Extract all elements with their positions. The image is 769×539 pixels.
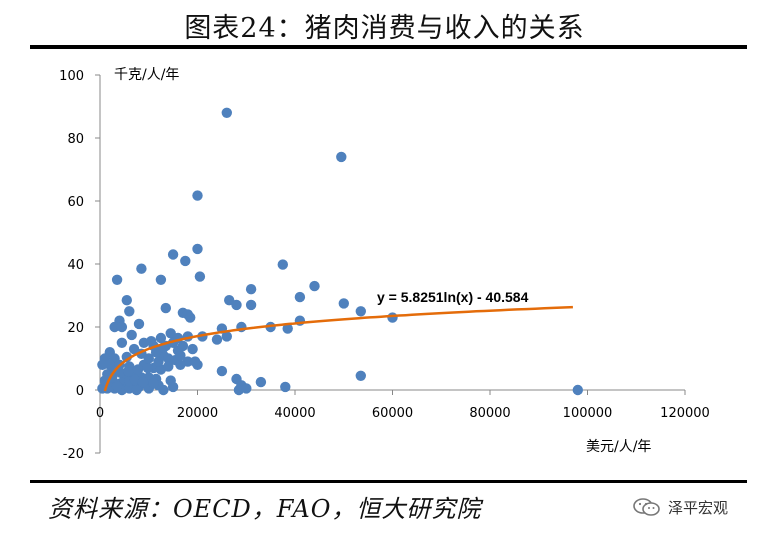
data-point (309, 280, 320, 292)
data-point (189, 356, 201, 367)
data-point (126, 329, 137, 341)
x-tick-label: 100000 (563, 406, 613, 421)
y-axis-label: 千克/人/年 (114, 67, 179, 83)
data-point (387, 312, 398, 323)
data-point (175, 350, 186, 361)
data-point (336, 151, 347, 163)
wechat-icon (633, 498, 660, 516)
data-point (131, 384, 142, 396)
data-point (338, 298, 349, 309)
data-point (280, 381, 291, 393)
y-tick-label: 100 (59, 69, 84, 84)
x-axis-label: 美元/人/年 (586, 439, 651, 455)
data-point (163, 361, 174, 372)
data-point (211, 334, 223, 345)
y-tick-label: 0 (76, 384, 84, 399)
data-point (194, 271, 206, 282)
y-tick-label: -20 (63, 447, 84, 462)
data-point (158, 384, 169, 396)
data-point (148, 378, 159, 389)
data-point (124, 306, 135, 317)
data-point (294, 291, 306, 303)
data-point (572, 384, 583, 396)
data-point (221, 107, 232, 119)
data-point (355, 306, 366, 317)
data-points (97, 107, 583, 396)
y-tick-label: 60 (67, 195, 84, 210)
data-point (167, 381, 179, 393)
data-point (255, 376, 267, 388)
data-point (116, 337, 128, 348)
x-tick-label: 60000 (372, 406, 413, 421)
trendline-equation: y = 5.8251ln(x) - 40.584 (377, 289, 529, 305)
data-point (282, 323, 293, 334)
data-point (177, 340, 189, 352)
x-tick-label: 40000 (274, 406, 315, 421)
data-point (277, 259, 288, 270)
data-point (155, 274, 167, 285)
data-point (133, 318, 145, 330)
data-point (245, 284, 257, 295)
data-point (137, 376, 149, 388)
data-point (180, 255, 191, 267)
data-point (192, 243, 203, 255)
data-point (115, 367, 126, 378)
data-point (155, 332, 167, 344)
data-point (192, 190, 203, 201)
data-point (142, 362, 153, 374)
x-tick-label: 80000 (469, 406, 510, 421)
data-point (160, 302, 171, 314)
data-point (111, 274, 123, 285)
data-point (109, 321, 120, 333)
data-point (116, 321, 128, 333)
axes: -20 0 20 40 60 80 100 0 20000 40000 60000 80000 1000… (59, 69, 710, 462)
source-note: 资料来源：OECD，FAO，恒大研究院 (48, 495, 482, 523)
page-title: 图表24：猪肉消费与收入的关系 (184, 13, 585, 44)
bottom-divider (30, 480, 747, 483)
data-point (129, 374, 141, 386)
data-point (132, 364, 144, 375)
data-point (167, 249, 179, 260)
data-point (185, 312, 196, 323)
data-point (121, 295, 132, 306)
data-point (97, 359, 108, 370)
data-point (136, 263, 147, 274)
watermark: 泽平宏观 (632, 496, 728, 518)
data-point (216, 365, 228, 377)
data-point (153, 356, 164, 367)
x-tick-label: 0 (96, 406, 104, 421)
watermark-text: 泽平宏观 (668, 498, 729, 517)
data-point (231, 299, 242, 311)
x-tick-label: 20000 (177, 406, 218, 421)
y-tick-label: 40 (67, 258, 84, 273)
data-point (355, 370, 366, 381)
y-tick-label: 20 (67, 321, 84, 336)
data-point (111, 381, 123, 392)
data-point (143, 353, 154, 364)
data-point (221, 331, 232, 342)
data-point (123, 365, 134, 377)
data-point (175, 359, 186, 370)
y-tick-label: 80 (67, 132, 84, 147)
top-divider (30, 45, 747, 49)
data-point (187, 343, 198, 355)
data-point (245, 299, 257, 311)
data-point (241, 383, 252, 394)
x-tick-label: 120000 (660, 406, 710, 421)
trendline (103, 305, 573, 392)
data-point (163, 353, 174, 364)
